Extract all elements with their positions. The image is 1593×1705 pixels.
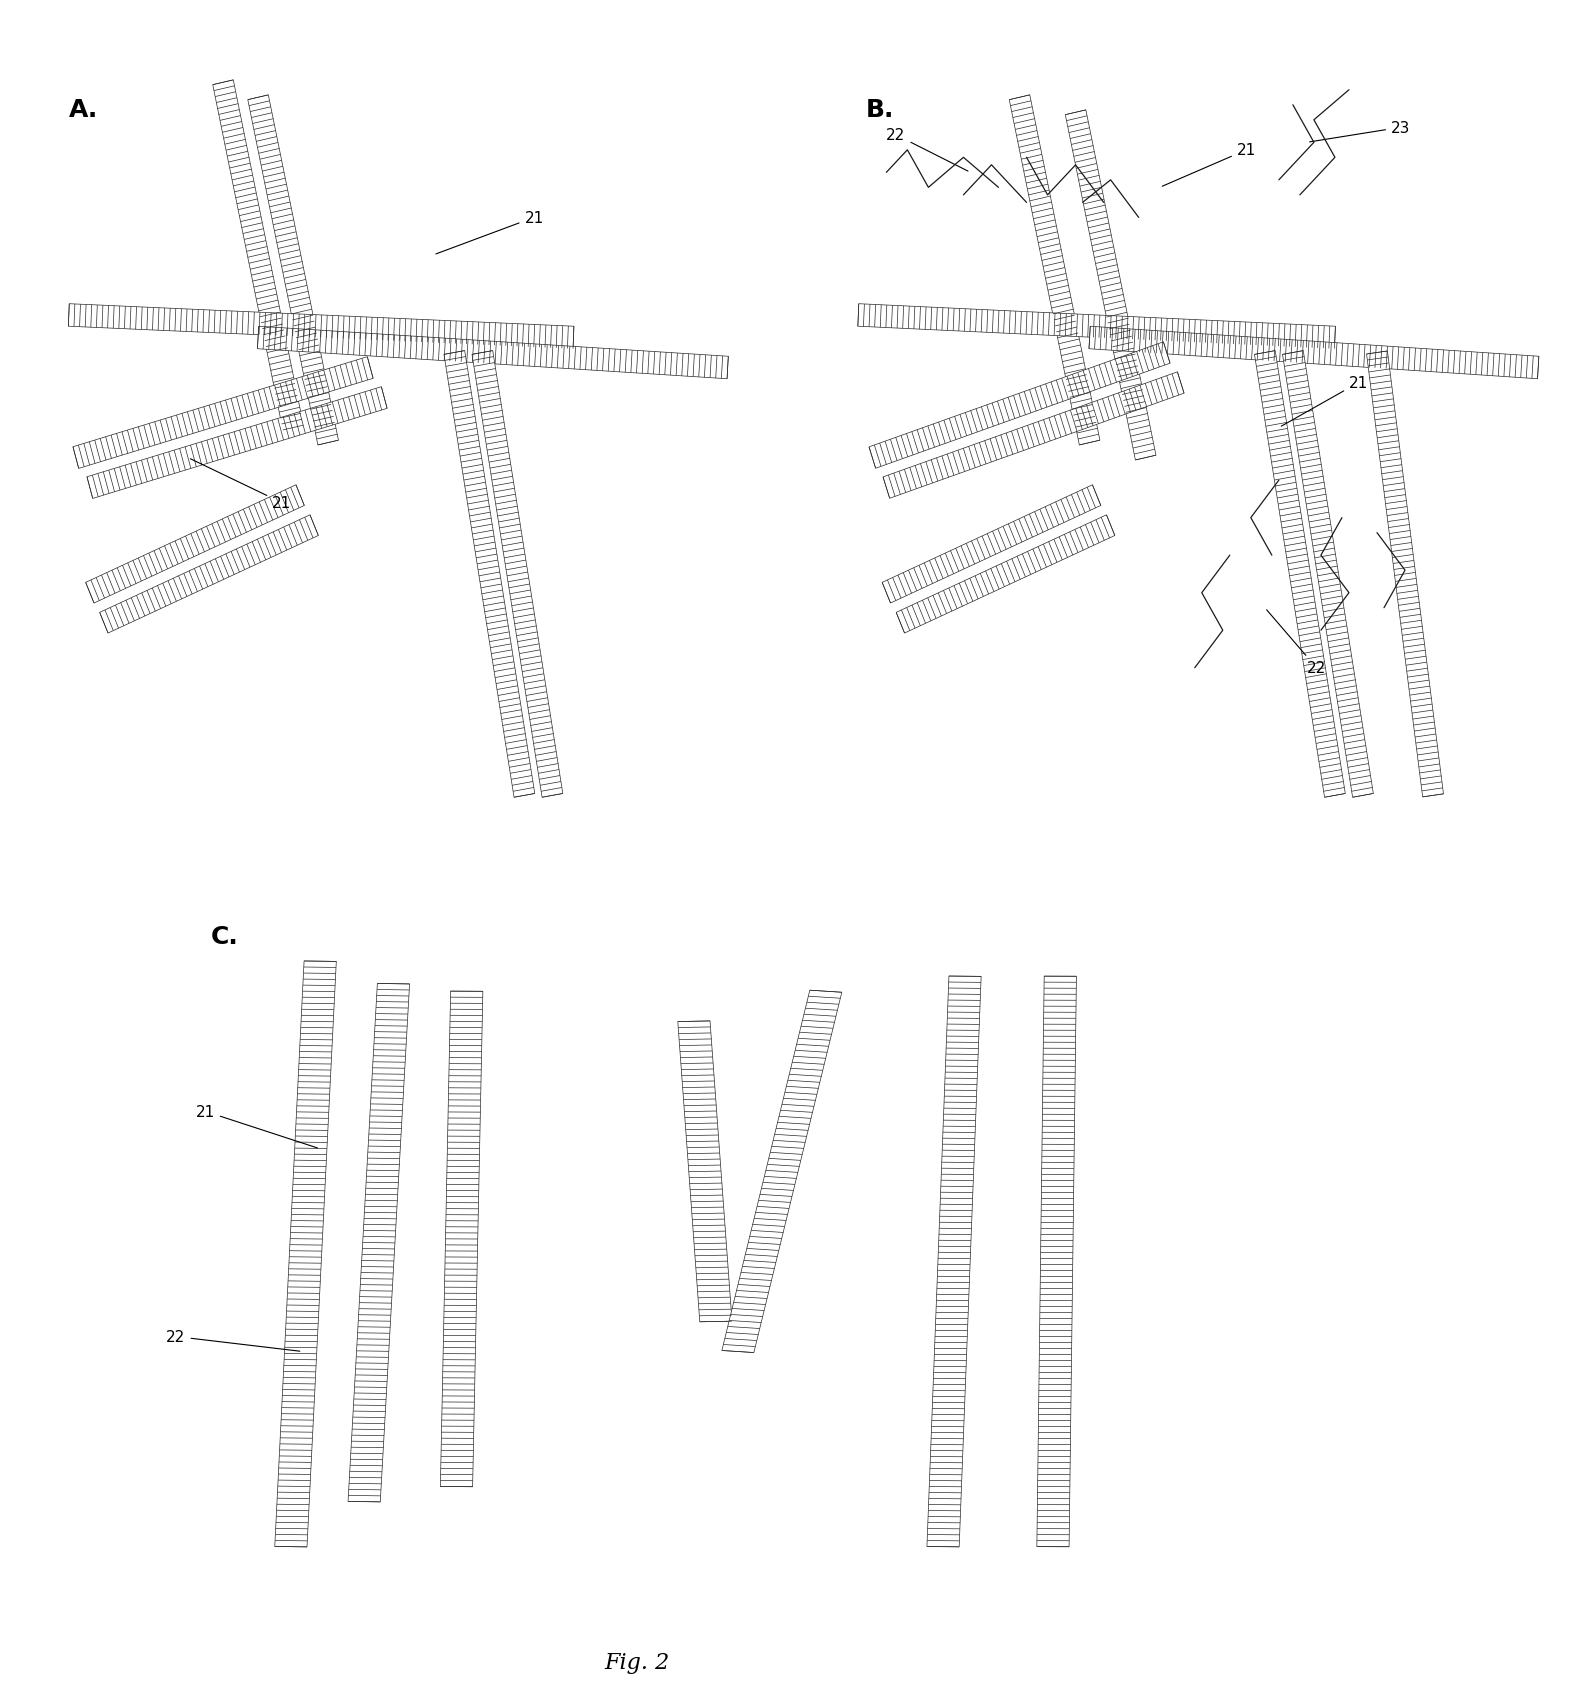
Polygon shape [213, 80, 303, 431]
Text: 23: 23 [1309, 121, 1410, 143]
Polygon shape [73, 358, 373, 469]
Polygon shape [883, 373, 1184, 500]
Polygon shape [86, 486, 304, 604]
Polygon shape [722, 991, 841, 1352]
Polygon shape [274, 962, 336, 1546]
Polygon shape [100, 515, 319, 634]
Polygon shape [897, 515, 1115, 634]
Polygon shape [677, 1021, 733, 1321]
Polygon shape [859, 305, 1335, 350]
Polygon shape [258, 327, 728, 380]
Text: 21: 21 [191, 460, 292, 512]
Text: 21: 21 [1163, 143, 1255, 188]
Polygon shape [1010, 95, 1099, 445]
Text: B.: B. [865, 99, 894, 123]
Polygon shape [1367, 351, 1443, 798]
Text: 22: 22 [1266, 610, 1325, 675]
Text: 22: 22 [886, 128, 969, 172]
Polygon shape [472, 351, 562, 798]
Polygon shape [68, 305, 573, 350]
Polygon shape [249, 95, 338, 445]
Polygon shape [444, 351, 535, 798]
Polygon shape [1254, 351, 1346, 798]
Text: 21: 21 [196, 1105, 317, 1147]
Text: 22: 22 [166, 1330, 299, 1352]
Text: Fig. 2: Fig. 2 [605, 1652, 669, 1673]
Polygon shape [440, 992, 483, 1487]
Polygon shape [870, 343, 1169, 469]
Polygon shape [347, 984, 409, 1502]
Polygon shape [927, 977, 981, 1546]
Polygon shape [1090, 327, 1539, 380]
Text: A.: A. [68, 99, 99, 123]
Text: 21: 21 [1281, 375, 1368, 426]
Polygon shape [1066, 111, 1157, 460]
Polygon shape [1037, 977, 1077, 1546]
Polygon shape [1282, 351, 1373, 798]
Text: C.: C. [210, 924, 237, 948]
Polygon shape [883, 486, 1101, 604]
Polygon shape [88, 387, 387, 500]
Text: 21: 21 [436, 211, 543, 254]
